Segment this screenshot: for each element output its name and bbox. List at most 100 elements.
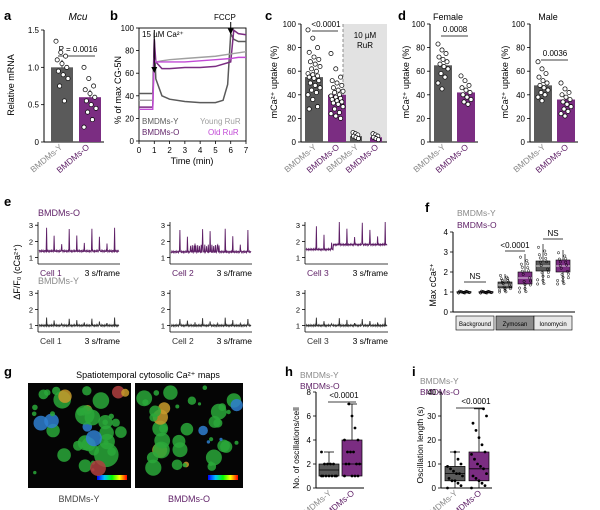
panel-e-trace-0-0 <box>38 227 120 254</box>
panel-c-bar-0-point <box>306 49 312 55</box>
panel-c-ytick-3-label: 60 <box>287 67 296 76</box>
panel-f-legend-old: BMDMs-O <box>457 220 497 230</box>
panel-i-point-1 <box>477 479 481 483</box>
panel-f-point-1-0 <box>500 280 504 284</box>
panel-b-ytick-2-label: 40 <box>125 92 134 101</box>
panel-c-ylabel: mCa²⁺ uptake (%) <box>269 46 279 119</box>
panel-e-ytick-label-1-1-1: 2 <box>161 305 165 314</box>
panel-f-point-2-1 <box>566 276 570 280</box>
panel-f-ytick-1-label: 1 <box>444 288 449 297</box>
panel-g-young-cell <box>32 404 38 411</box>
panel-i-point-1 <box>471 421 475 425</box>
panel-f-point-1-1 <box>528 279 532 283</box>
panel-b-ylabel: % of max CG-5N <box>113 56 123 124</box>
panel-f-point-2-1 <box>561 279 565 283</box>
panel-c-bar-0-point <box>310 97 316 102</box>
panel-letter-g: g <box>4 364 12 379</box>
panel-f-point-1-0 <box>508 285 512 289</box>
panel-f-point-2-0 <box>546 275 550 279</box>
panel-i-point-1 <box>474 429 478 432</box>
panel-f-point-0-1 <box>479 291 483 295</box>
panel-g-label-old: BMDMs-O <box>168 494 210 504</box>
panel-b-legend-young: BMDMs-Y <box>142 117 179 126</box>
panel-g-old-cell <box>142 399 149 406</box>
panel-i-ytick-1-label: 10 <box>427 460 436 469</box>
panel-a-bar-0-point <box>61 98 67 104</box>
panel-b-xtick-label-1: 1 <box>152 146 157 155</box>
panel-g-old-cell <box>206 440 211 444</box>
panel-g-young-cell <box>90 460 106 476</box>
panel-g-old-cell <box>152 420 169 437</box>
panel-d-female-bar-1-point <box>464 94 470 100</box>
panel-i-point-1 <box>470 486 473 490</box>
panel-d-female-bar-1-point <box>462 78 468 84</box>
panel-c-rur-label: 10 µM <box>354 31 377 40</box>
panel-f-point-2-0 <box>536 278 540 282</box>
panel-d-female-bar-0-point <box>441 64 447 69</box>
panel-d-female-bar-0-point <box>435 80 441 86</box>
panel-h-point-0 <box>327 474 331 478</box>
panel-g-old-cell <box>154 432 171 449</box>
panel-d-female-bar-0-point <box>439 47 445 53</box>
panel-h-ytick-1-label: 2 <box>307 460 312 469</box>
panel-b-ytick-0-label: 0 <box>130 137 135 146</box>
panel-b-ytick-3-label: 60 <box>125 69 134 78</box>
panel-c-bar-0-point <box>311 54 317 60</box>
panel-d-title-female: Female <box>433 12 463 22</box>
panel-h-legend-old: BMDMs-O <box>300 381 340 391</box>
panel-f-category-label-1: Zymosan <box>503 322 528 328</box>
panel-c-bar-1-point <box>332 106 338 112</box>
panel-f-point-2-0 <box>540 271 544 275</box>
panel-f-point-1-0 <box>506 279 510 282</box>
panel-b-xlabel: Time (min) <box>171 156 214 166</box>
panel-g-title: Spatiotemporal cytosolic Ca²⁺ maps <box>76 370 220 380</box>
panel-i-point-0 <box>450 479 454 483</box>
panel-letter-a: a <box>4 8 12 23</box>
panel-h-point-1 <box>346 450 349 454</box>
panel-g-old-cell <box>146 451 159 464</box>
panel-letter-d: d <box>398 8 406 23</box>
panel-a-ytick-2-label: 1.0 <box>28 63 40 72</box>
panel-i-point-1 <box>482 407 485 411</box>
panel-e-rate-1-0: 3 s/frame <box>85 336 121 346</box>
panel-g-young-cell <box>52 386 61 396</box>
panel-letter-h: h <box>285 364 293 379</box>
panel-i-point-1 <box>479 465 482 468</box>
panel-letter-c: c <box>265 8 272 23</box>
panel-g-old-cell <box>180 422 194 436</box>
panel-i-point-1 <box>471 474 475 478</box>
panel-d-female-bar-1-point <box>467 89 473 95</box>
panel-a-bar-0-point <box>59 61 65 67</box>
panel-f-point-1-0 <box>503 288 507 292</box>
panel-c-bar-1-point <box>328 51 334 56</box>
panel-f-point-2-1 <box>556 282 560 286</box>
panel-h-point-0 <box>326 462 329 466</box>
panel-e-ytick-label-0-0-1: 2 <box>29 237 33 246</box>
panel-d-male-bar-0-point <box>545 87 551 93</box>
panel-i-legend-young: BMDMs-Y <box>420 376 459 386</box>
panel-a-bar-0-point <box>53 38 59 44</box>
panel-c-bar-1-point <box>335 87 341 93</box>
panel-b-xtick-label-2: 2 <box>167 146 172 155</box>
panel-d-female-bar-0-point <box>438 71 444 77</box>
panel-d-male-bar-1-point <box>558 111 564 117</box>
panel-g-old-cell <box>182 463 187 468</box>
panel-e-rate-0-0: 3 s/frame <box>85 268 121 278</box>
panel-d-female-pvalue: 0.0008 <box>443 25 468 34</box>
panel-c-bar-1-point <box>328 111 334 117</box>
panel-g-old-cell <box>234 440 239 445</box>
panel-e-ytick-label-1-0-1: 2 <box>29 305 33 314</box>
panel-c-bar-1-point <box>332 89 338 95</box>
panel-d-female-ytick-4-label: 80 <box>416 44 425 53</box>
panel-i-point-0 <box>456 457 460 461</box>
panel-i-point-0 <box>459 484 463 487</box>
panel-f-point-2-0 <box>537 253 541 257</box>
panel-f-category-label-2: Ionomycin <box>539 322 566 328</box>
panel-d-male-ytick-2-label: 40 <box>516 91 525 100</box>
panel-d-female-bar-0-point <box>436 54 442 60</box>
panel-f-point-1-0 <box>505 275 509 279</box>
panel-d-female-ytick-0-label: 0 <box>421 138 426 147</box>
panel-h-point-1 <box>349 450 352 454</box>
panel-c-ytick-1-label: 20 <box>287 114 296 123</box>
panel-d-ylabel-female: mCa²⁺ uptake (%) <box>401 46 411 119</box>
